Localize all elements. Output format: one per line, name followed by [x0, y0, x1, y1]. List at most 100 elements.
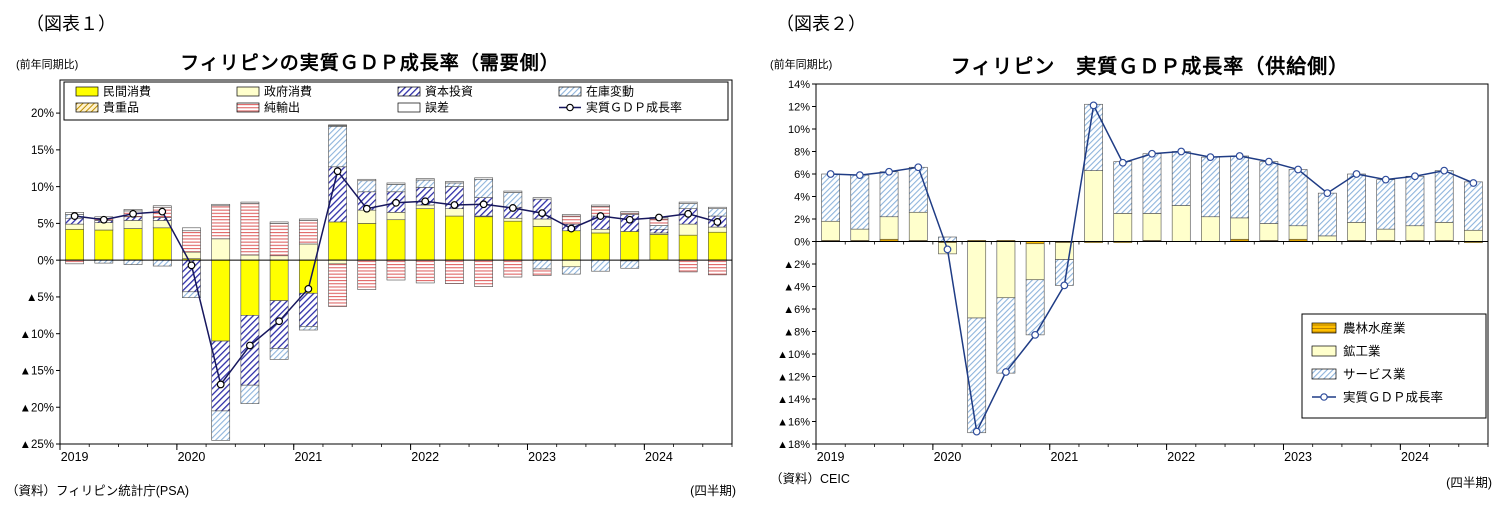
bar-segment — [240, 315, 260, 386]
gdp-marker — [450, 201, 459, 209]
svg-text:2019: 2019 — [817, 450, 845, 464]
svg-text:▲16%: ▲16% — [777, 416, 810, 428]
svg-text:2021: 2021 — [1050, 450, 1078, 464]
svg-text:▲2%: ▲2% — [783, 259, 810, 271]
bar-segment — [967, 241, 987, 319]
bar-segment — [1288, 169, 1308, 227]
svg-text:政府消費: 政府消費 — [264, 84, 312, 99]
gdp-marker — [1352, 170, 1361, 178]
bar-segment — [269, 348, 289, 360]
bar-segment — [357, 259, 377, 290]
gdp-marker — [304, 284, 313, 293]
svg-text:2%: 2% — [794, 214, 810, 226]
x-axis: 2019 2020 2021 2022 2023 2024 — [815, 444, 1489, 464]
bar-segment — [182, 230, 201, 253]
svg-text:▲18%: ▲18% — [777, 439, 810, 451]
svg-text:2022: 2022 — [1167, 450, 1195, 464]
gdp-marker — [1177, 147, 1186, 156]
bar-segment — [591, 204, 610, 207]
bar-segment — [1317, 192, 1337, 237]
gdp-growth-line — [70, 167, 722, 389]
gdp-marker — [684, 209, 693, 218]
bar-segment — [269, 221, 289, 224]
gdp-marker — [479, 200, 488, 209]
bar-segment — [503, 259, 523, 278]
svg-text:2019: 2019 — [61, 450, 89, 464]
bar-segment — [357, 180, 377, 193]
bar-segment — [240, 203, 260, 256]
gdp-marker — [1294, 165, 1302, 174]
bar-segment — [211, 203, 231, 207]
gdp-marker — [129, 209, 137, 218]
fig1-period-note: (四半期) — [690, 484, 736, 498]
gdp-marker — [855, 171, 864, 180]
bar-segment — [445, 208, 464, 217]
bars — [821, 103, 1483, 434]
svg-text:2024: 2024 — [1401, 450, 1429, 464]
svg-text:20%: 20% — [31, 108, 54, 120]
bar-segment — [328, 259, 347, 265]
bar-segment — [1464, 229, 1483, 242]
bar-segment — [591, 228, 610, 234]
gdp-marker — [187, 261, 196, 270]
gdp-marker — [99, 215, 108, 224]
svg-text:2023: 2023 — [528, 450, 556, 464]
bar-segment — [415, 259, 435, 284]
bar-segment — [879, 171, 899, 218]
bar-segment — [1376, 179, 1396, 230]
bars — [65, 124, 727, 441]
bar-segment — [123, 228, 143, 261]
gdp-marker — [943, 245, 952, 254]
bar-segment — [298, 243, 318, 261]
bar-segment — [678, 203, 698, 209]
bar-segment — [474, 177, 494, 180]
bar-segment — [503, 190, 523, 193]
bar-segment — [1201, 216, 1220, 242]
bar-segment — [996, 241, 1016, 299]
gdp-marker — [362, 204, 371, 213]
fig2-y-axis-note: (前年同期比) — [770, 59, 833, 71]
bar-segment — [152, 217, 172, 221]
bar-segment — [328, 221, 347, 261]
gdp-marker — [1381, 175, 1390, 184]
bar-segment — [474, 259, 494, 287]
gdp-marker — [655, 213, 663, 222]
bar-segment — [94, 229, 114, 261]
svg-text:12%: 12% — [788, 101, 810, 113]
gdp-marker — [70, 212, 79, 220]
bar-segment — [65, 228, 84, 261]
bar-segment — [678, 223, 698, 236]
bar-segment — [1084, 103, 1103, 171]
svg-text:実質ＧＤＰ成長率: 実質ＧＤＰ成長率 — [586, 100, 682, 115]
gdp-marker — [275, 317, 284, 326]
bar-segment — [269, 255, 289, 261]
svg-text:▲14%: ▲14% — [777, 394, 810, 406]
bar-segment — [1347, 173, 1366, 223]
fig1-title: フィリピンの実質ＧＤＰ成長率（需要側） — [180, 53, 560, 74]
gdp-marker — [1060, 281, 1069, 290]
gdp-marker — [246, 341, 254, 350]
gdp-marker — [421, 197, 430, 206]
bar-segment — [357, 223, 377, 261]
svg-text:▲5%: ▲5% — [26, 292, 54, 304]
bar-segment — [1464, 181, 1483, 231]
bar-segment — [821, 220, 840, 241]
bar-segment — [415, 179, 435, 188]
svg-text:民間消費: 民間消費 — [103, 84, 151, 99]
bar-segment — [1142, 213, 1162, 241]
svg-text:▲12%: ▲12% — [777, 371, 810, 383]
gdp-marker — [1206, 153, 1215, 162]
y-axis: 14% 12% 10% 8% 6% 4% 2% 0% ▲2% ▲4% ▲6% ▲8% ▲10% ▲12% ▲… — [777, 79, 816, 451]
bar-segment — [532, 268, 552, 276]
svg-text:サービス業: サービス業 — [1343, 367, 1406, 382]
bar-segment — [123, 259, 143, 265]
fig2-source: （資料）CEIC — [770, 472, 850, 486]
bar-segment — [1259, 223, 1279, 241]
bar-segment — [708, 208, 727, 217]
svg-text:鉱工業: 鉱工業 — [1343, 344, 1381, 359]
gdp-marker — [972, 427, 981, 436]
bar-segment — [591, 259, 610, 272]
bar-segment — [532, 259, 552, 270]
bar-segment — [532, 218, 552, 227]
svg-text:▲20%: ▲20% — [20, 402, 54, 414]
